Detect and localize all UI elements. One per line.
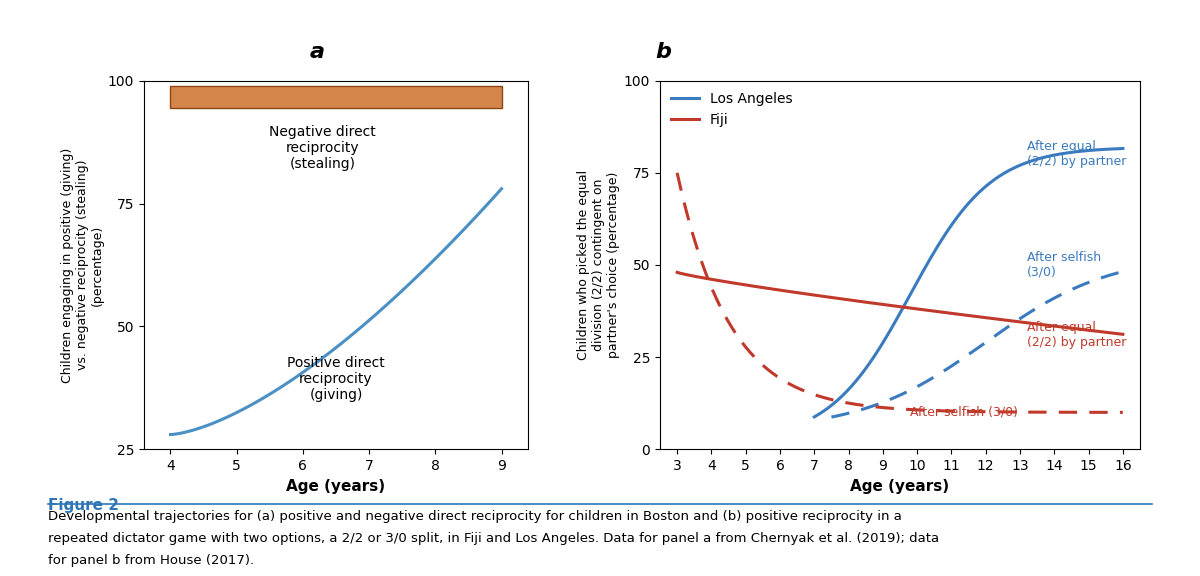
Text: for panel b from House (2017).: for panel b from House (2017). (48, 554, 254, 567)
Text: After selfish (3/0): After selfish (3/0) (911, 406, 1019, 419)
Text: repeated dictator game with two options, a 2/2 or 3/0 split, in Fiji and Los Ang: repeated dictator game with two options,… (48, 532, 940, 545)
Text: Positive direct
reciprocity
(giving): Positive direct reciprocity (giving) (287, 356, 385, 402)
Y-axis label: Children who picked the equal
division (2/2) contingent on
partner's choice (per: Children who picked the equal division (… (577, 170, 619, 360)
Text: After equal
(2/2) by partner: After equal (2/2) by partner (1027, 141, 1127, 168)
Text: After equal
(2/2) by partner: After equal (2/2) by partner (1027, 321, 1127, 349)
FancyBboxPatch shape (170, 86, 502, 108)
Legend: Los Angeles, Fiji: Los Angeles, Fiji (667, 88, 797, 131)
Text: b: b (655, 42, 671, 62)
X-axis label: Age (years): Age (years) (287, 479, 385, 494)
Text: Figure 2: Figure 2 (48, 498, 119, 513)
Text: a: a (310, 42, 324, 62)
Y-axis label: Children engaging in positive (giving)
vs. negative reciprocity (stealing)
(perc: Children engaging in positive (giving) v… (61, 147, 103, 382)
Text: After selfish
(3/0): After selfish (3/0) (1027, 251, 1100, 279)
Text: Negative direct
reciprocity
(stealing): Negative direct reciprocity (stealing) (269, 125, 376, 171)
X-axis label: Age (years): Age (years) (851, 479, 949, 494)
Text: Developmental trajectories for (a) positive and negative direct reciprocity for : Developmental trajectories for (a) posit… (48, 510, 902, 523)
